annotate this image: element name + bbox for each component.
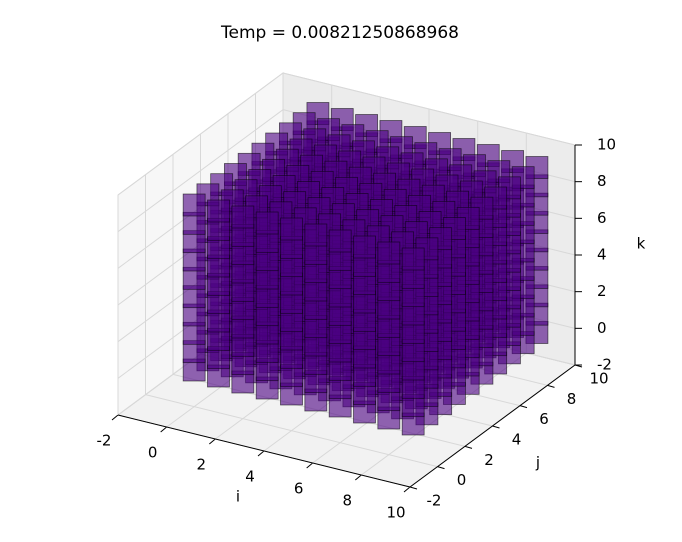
- grid-line: [282, 72, 576, 146]
- voxel-marker: [353, 235, 376, 259]
- y-tick-label: 6: [539, 410, 549, 428]
- y-tick-label: -2: [427, 492, 442, 510]
- tick-mark: [492, 425, 500, 429]
- y-axis-label: j: [535, 454, 540, 472]
- y-tick-label: 4: [512, 431, 522, 449]
- y-tick-label: 0: [457, 471, 467, 489]
- x-tick-label: 10: [386, 504, 405, 522]
- z-tick-label: 4: [597, 246, 607, 264]
- tick-mark: [464, 445, 473, 449]
- z-axis-label: k: [637, 235, 646, 253]
- z-tick-label: 0: [597, 319, 607, 337]
- tick-mark: [409, 486, 418, 490]
- x-axis-label: i: [236, 488, 240, 506]
- tick-mark: [547, 384, 555, 388]
- y-tick-label: 10: [589, 370, 608, 388]
- tick-mark: [437, 466, 445, 470]
- y-tick-label: 2: [484, 451, 494, 469]
- tick-mark: [257, 450, 265, 457]
- z-tick-label: 10: [597, 136, 616, 154]
- x-tick-label: 8: [343, 492, 353, 510]
- grid-line: [117, 109, 284, 233]
- tick-mark: [519, 405, 528, 409]
- voxel-marker: [182, 193, 206, 217]
- z-tick-label: 2: [597, 282, 607, 300]
- tick-mark: [111, 414, 119, 421]
- z-tick-label: 8: [597, 172, 607, 190]
- tick-mark: [306, 462, 313, 469]
- voxel-marker: [280, 217, 303, 241]
- chart-title: Temp = 0.00821250868968: [220, 23, 459, 43]
- x-axis-line: [117, 414, 411, 488]
- tick-mark: [355, 474, 362, 481]
- grid-line: [145, 394, 438, 468]
- voxel-marker: [401, 247, 425, 271]
- voxel-marker: [377, 241, 401, 265]
- grid-line: [117, 72, 284, 196]
- voxel-marker: [328, 229, 352, 253]
- x-tick-label: -2: [97, 432, 112, 450]
- voxel-marker: [207, 199, 230, 223]
- voxel-marker: [231, 205, 255, 229]
- y-tick-label: 8: [567, 390, 577, 408]
- x-tick-label: 0: [148, 444, 158, 462]
- voxel-marker: [255, 211, 279, 235]
- x-tick-label: 2: [197, 456, 207, 474]
- y-axis-line: [409, 364, 576, 488]
- z-tick-label: -2: [597, 356, 612, 374]
- tick-mark: [403, 486, 411, 493]
- x-tick-label: 6: [294, 480, 304, 498]
- tick-mark: [209, 438, 216, 445]
- tick-mark: [160, 426, 167, 433]
- z-tick-label: 6: [597, 209, 607, 227]
- x-tick-label: 4: [245, 468, 255, 486]
- voxel-marker: [304, 223, 328, 247]
